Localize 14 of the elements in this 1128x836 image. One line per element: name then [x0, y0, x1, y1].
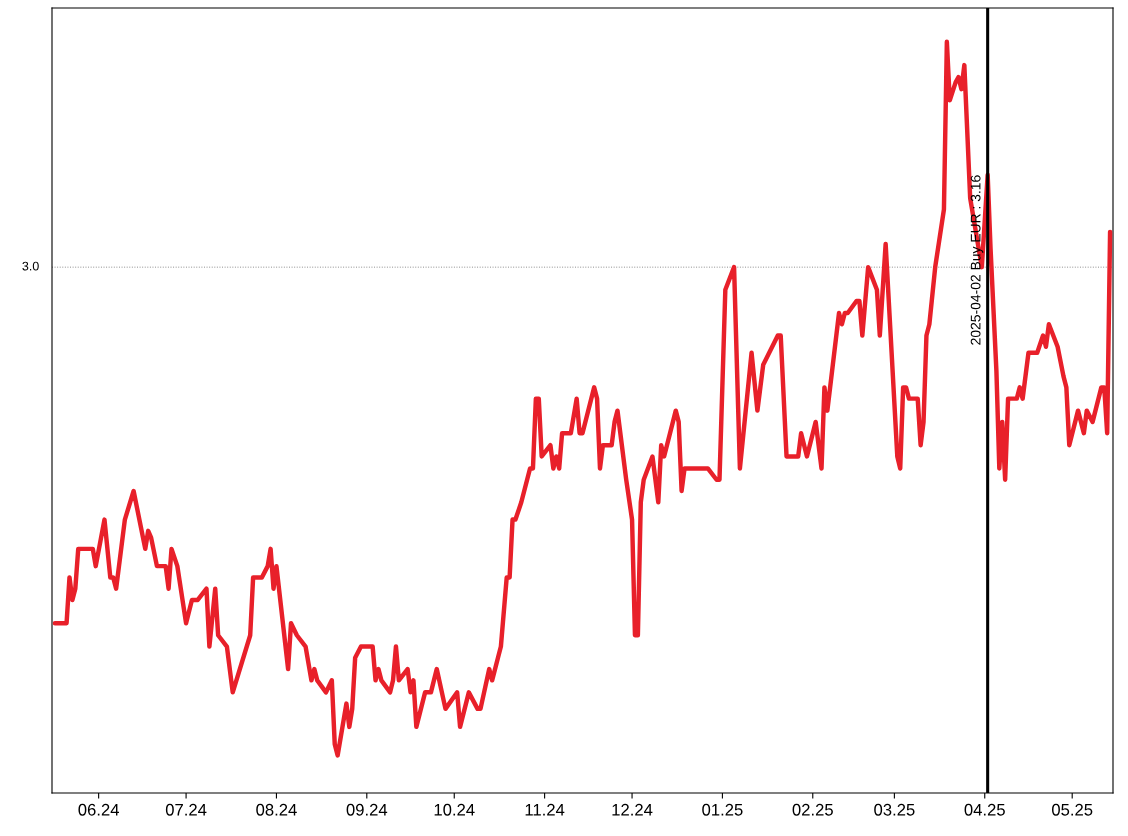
- text: 3.0: [22, 261, 39, 271]
- x-tick-label: 01.25: [702, 803, 743, 816]
- x-tick-label: 11.24: [525, 803, 565, 816]
- x-tick-label: 05.25: [1051, 803, 1093, 816]
- x-tick-label: 06.24: [78, 803, 120, 816]
- x-tick-label: 03.25: [874, 803, 915, 816]
- x-tick-label: 04.25: [964, 803, 1005, 816]
- annotation: 2025-04-02 Buy EUR : 3.16: [970, 175, 984, 345]
- x-tick-label: 02.25: [792, 803, 833, 816]
- x-tick-label: 10.24: [434, 803, 475, 816]
- x-tick-label: 07.24: [165, 803, 207, 816]
- x-tick-label: 08.24: [256, 803, 297, 816]
- x-tick-label: 09.24: [346, 803, 388, 816]
- x-tick-label: 12.24: [612, 803, 653, 816]
